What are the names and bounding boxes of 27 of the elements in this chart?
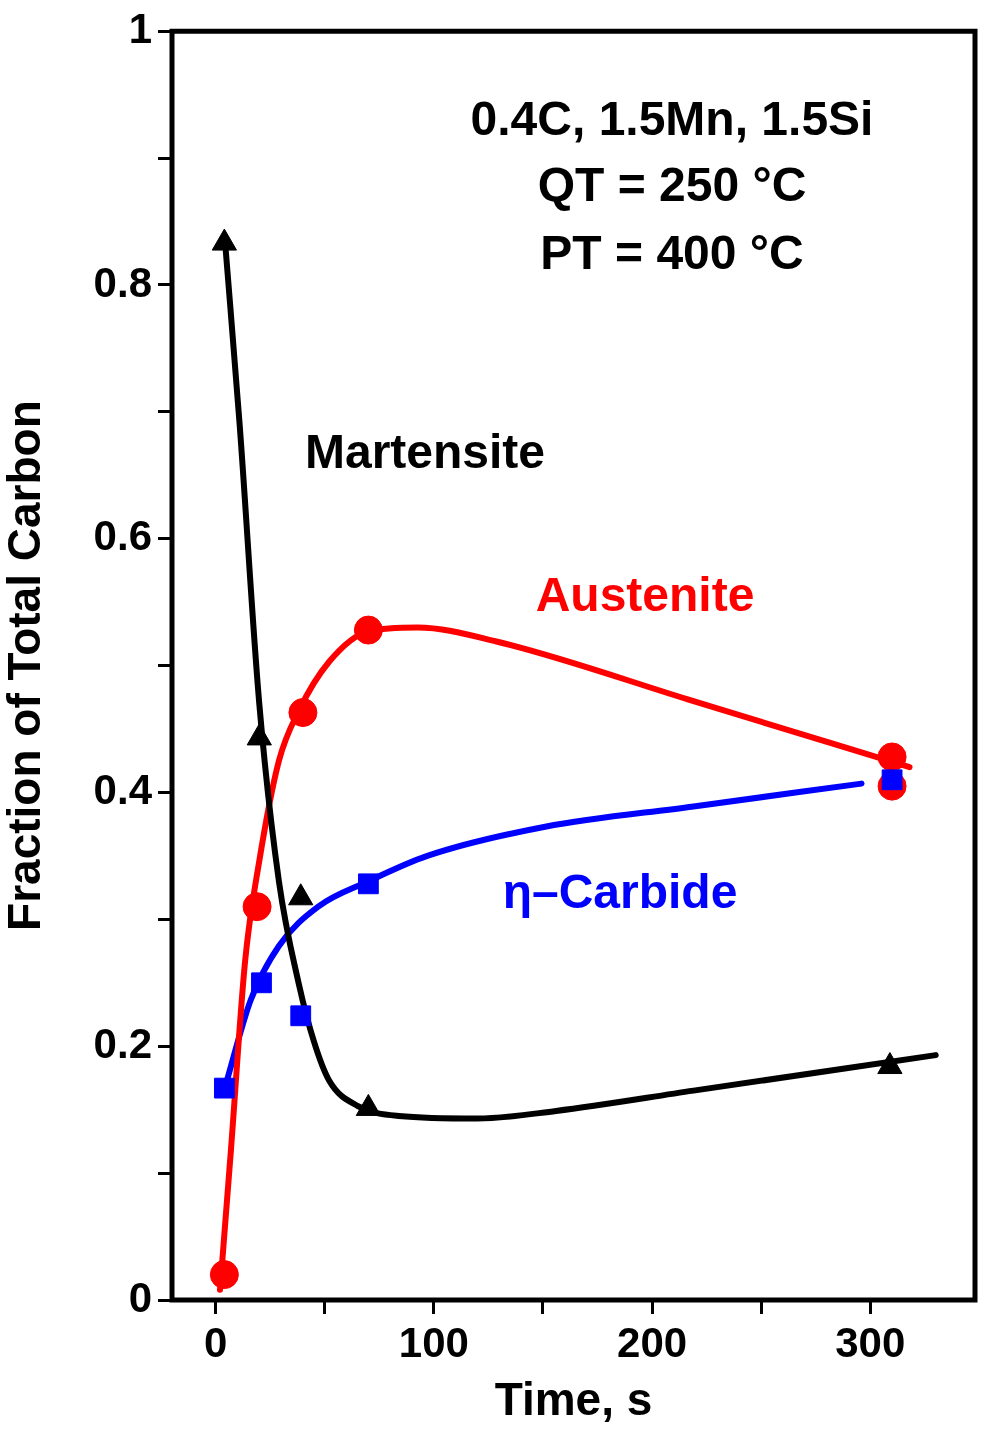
y-axis-title: Fraction of Total Carbon xyxy=(0,400,51,931)
x-tick-label: 300 xyxy=(835,1318,906,1366)
y-tick-label: 0 xyxy=(128,1273,152,1321)
y-tick-label: 0.6 xyxy=(93,512,152,560)
text: Martensite xyxy=(304,425,546,479)
annotation: PT = 400 °C xyxy=(540,226,804,280)
point xyxy=(288,698,318,728)
text: Austenite xyxy=(535,568,755,622)
x-tick-label: 100 xyxy=(398,1318,469,1366)
text: η–Carbide xyxy=(502,865,738,919)
point xyxy=(242,892,272,922)
annotation: QT = 250 °C xyxy=(537,158,807,212)
point xyxy=(290,1005,312,1027)
point xyxy=(251,972,272,994)
point xyxy=(209,1260,239,1290)
y-tick-label: 0.8 xyxy=(93,258,152,306)
x-axis-title: Time, s xyxy=(494,1373,653,1426)
y-tick-label: 0.2 xyxy=(93,1019,152,1067)
point xyxy=(353,615,383,645)
point xyxy=(877,742,907,772)
y-tick-label: 1 xyxy=(128,4,152,52)
x-tick-label: 200 xyxy=(617,1318,688,1366)
x-tick-label: 0 xyxy=(203,1318,228,1366)
annotation: 0.4C, 1.5Mn, 1.5Si xyxy=(470,92,874,146)
y-tick-label: 0.4 xyxy=(93,766,153,814)
point xyxy=(357,873,379,895)
point xyxy=(213,1077,235,1099)
